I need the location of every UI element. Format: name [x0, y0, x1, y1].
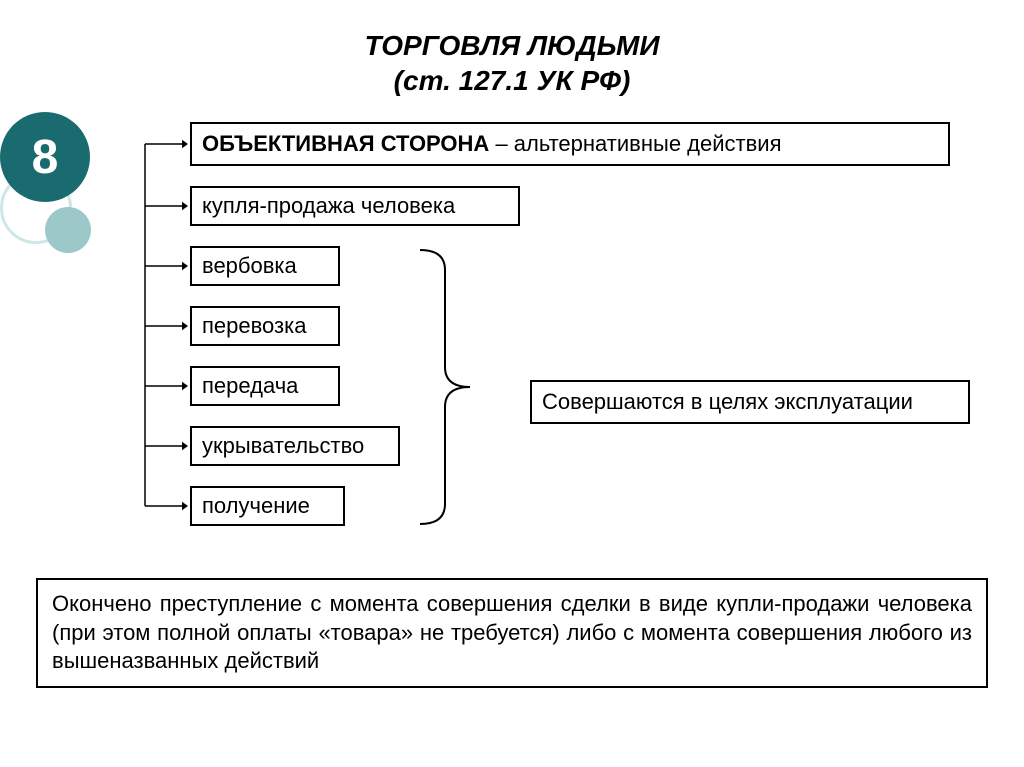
completion-bold: Окончено: [52, 591, 151, 616]
box-item-label-2: перевозка: [202, 313, 306, 339]
box-item-2: перевозка: [190, 306, 340, 346]
box-item-label-5: получение: [202, 493, 310, 519]
slide-number: 8: [32, 130, 59, 185]
slide-title: ТОРГОВЛЯ ЛЮДЬМИ (ст. 127.1 УК РФ): [0, 28, 1024, 98]
box-objective-rest: – альтернативные действия: [489, 131, 781, 156]
box-exploitation-label: Совершаются в целях эксплуатации: [542, 389, 913, 415]
box-item-label-3: передача: [202, 373, 298, 399]
box-item-label-4: укрывательство: [202, 433, 364, 459]
box-item-3: передача: [190, 366, 340, 406]
box-item-5: получение: [190, 486, 345, 526]
deco-circle-fill: [45, 207, 91, 253]
completion-rest: преступление с момента совершения сделки…: [52, 591, 972, 673]
box-completion-note: Окончено преступление с момента совершен…: [36, 578, 988, 688]
box-objective-bold: ОБЪЕКТИВНАЯ СТОРОНА: [202, 131, 489, 156]
box-item-1: вербовка: [190, 246, 340, 286]
title-line-1: ТОРГОВЛЯ ЛЮДЬМИ: [0, 28, 1024, 63]
box-objective-side: ОБЪЕКТИВНАЯ СТОРОНА – альтернативные дей…: [190, 122, 950, 166]
box-item-0: купля-продажа человека: [190, 186, 520, 226]
box-item-4: укрывательство: [190, 426, 400, 466]
title-line-2: (ст. 127.1 УК РФ): [0, 63, 1024, 98]
slide-number-badge: 8: [0, 112, 90, 202]
box-item-label-0: купля-продажа человека: [202, 193, 455, 219]
box-exploitation-purpose: Совершаются в целях эксплуатации: [530, 380, 970, 424]
box-item-label-1: вербовка: [202, 253, 297, 279]
